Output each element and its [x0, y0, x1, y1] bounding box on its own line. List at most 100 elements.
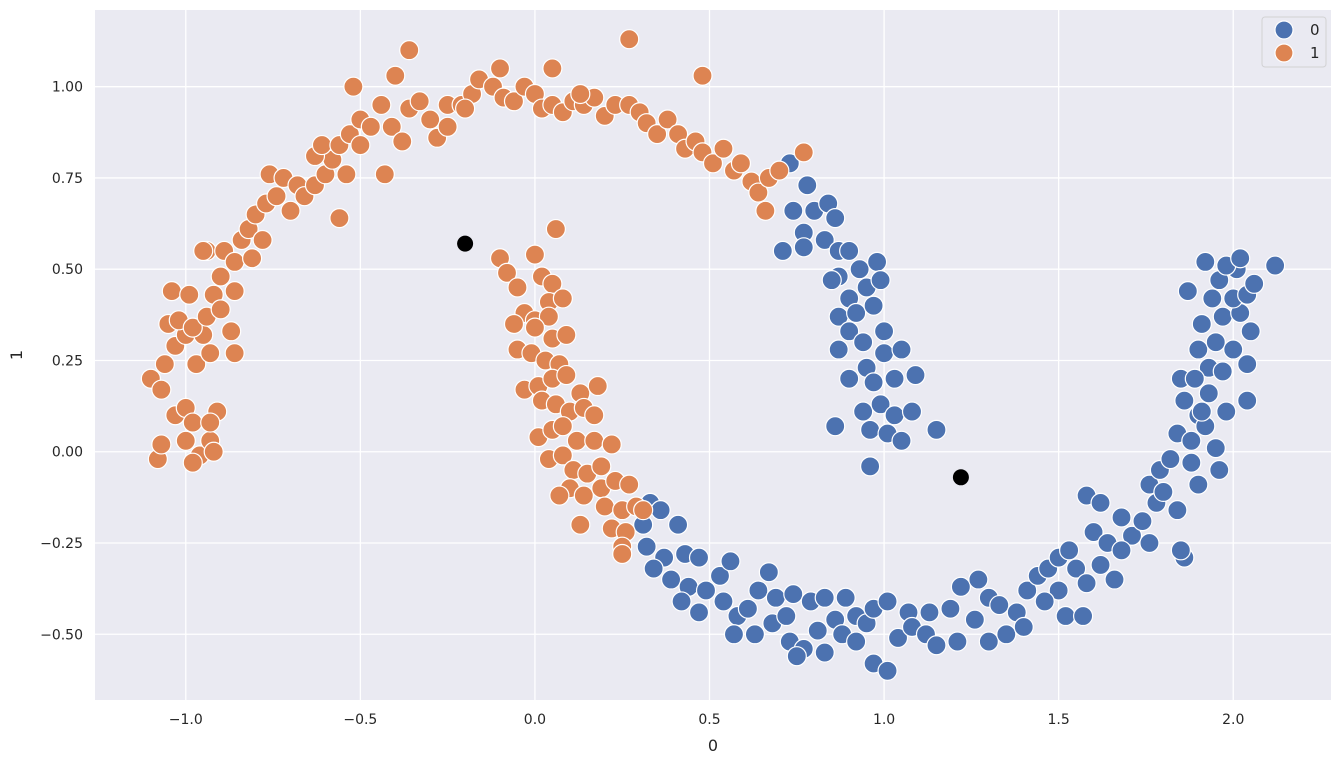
- data-point-class-0: [661, 569, 682, 590]
- data-point-class-0: [1188, 474, 1209, 495]
- data-point-class-1: [381, 116, 402, 137]
- y-axis-ticks: −0.50 −0.25 0.00 0.25 0.50 0.75 1.00: [40, 80, 83, 644]
- data-point-class-1: [549, 485, 570, 506]
- data-point-class-0: [891, 430, 912, 451]
- data-point-class-1: [713, 138, 734, 159]
- data-point-class-0: [765, 587, 786, 608]
- data-point-class-1: [280, 200, 301, 221]
- data-point-class-0: [1153, 481, 1174, 503]
- data-point-class-0: [667, 514, 689, 535]
- data-point-class-1: [503, 313, 525, 335]
- data-point-class-0: [867, 251, 888, 273]
- data-point-class-0: [877, 591, 898, 612]
- data-point-class-0: [1160, 448, 1181, 470]
- data-point-class-1: [182, 412, 203, 433]
- data-point-class-1: [252, 229, 273, 251]
- x-tick-label: 1.5: [1048, 712, 1070, 728]
- data-point-class-0: [650, 500, 671, 521]
- data-point-class-0: [891, 339, 912, 360]
- data-point-class-1: [601, 434, 622, 455]
- data-point-class-1: [266, 186, 287, 207]
- data-point-class-0: [860, 456, 881, 477]
- data-point-class-0: [1073, 605, 1094, 627]
- data-point-class-0: [835, 587, 856, 608]
- data-point-class-0: [1076, 573, 1097, 594]
- x-tick-label: 0.0: [524, 712, 546, 728]
- x-tick-label: 0.5: [698, 712, 720, 728]
- data-point-class-1: [179, 284, 200, 305]
- data-point-class-1: [360, 116, 381, 137]
- data-point-class-0: [695, 580, 717, 601]
- data-point-class-0: [671, 591, 692, 612]
- data-point-class-1: [524, 317, 546, 338]
- data-point-class-0: [688, 602, 710, 623]
- data-point-class-1: [151, 434, 172, 455]
- data-point-class-1: [503, 91, 525, 112]
- data-point-class-0: [744, 624, 765, 645]
- data-point-class-1: [210, 266, 231, 287]
- data-point-class-1: [566, 430, 587, 451]
- data-point-class-0: [1132, 511, 1153, 532]
- x-tick-label: 1.0: [873, 712, 895, 728]
- data-point-class-1: [489, 58, 511, 79]
- data-point-class-0: [1174, 390, 1195, 411]
- data-point-class-1: [647, 124, 668, 145]
- data-point-class-1: [221, 321, 242, 342]
- data-point-class-1: [455, 98, 476, 119]
- data-point-class-1: [385, 65, 406, 86]
- data-point-class-0: [1181, 430, 1202, 451]
- data-point-class-1: [224, 343, 245, 364]
- data-point-class-0: [919, 602, 940, 623]
- data-point-class-0: [814, 229, 835, 251]
- data-point-class-1: [409, 91, 430, 112]
- data-point-class-1: [392, 131, 413, 152]
- data-point-class-1: [570, 83, 591, 105]
- data-point-class-1: [538, 306, 559, 327]
- data-point-class-0: [1237, 390, 1258, 411]
- data-point-class-0: [839, 368, 860, 389]
- data-point-class-0: [758, 562, 779, 583]
- data-point-class-1: [545, 218, 566, 240]
- data-point-class-0: [1048, 580, 1069, 601]
- data-point-class-1: [556, 364, 577, 386]
- data-point-class-1: [584, 405, 605, 426]
- x-tick-label: −0.5: [343, 712, 377, 728]
- data-point-class-1: [619, 474, 640, 495]
- data-point-class-1: [186, 354, 207, 375]
- data-point-class-1: [151, 379, 172, 400]
- data-point-class-0: [996, 624, 1017, 645]
- data-point-class-1: [587, 375, 608, 397]
- data-point-class-1: [702, 153, 724, 174]
- data-point-class-0: [1191, 313, 1212, 335]
- data-point-class-0: [950, 576, 971, 597]
- data-point-class-0: [1188, 339, 1209, 360]
- x-tick-label: 2.0: [1222, 712, 1244, 728]
- data-point-class-0: [1181, 452, 1202, 473]
- data-point-class-0: [1167, 500, 1188, 521]
- data-point-class-0: [783, 200, 804, 221]
- data-point-class-1: [755, 200, 776, 221]
- data-point-class-0: [783, 584, 804, 605]
- data-point-class-1: [193, 240, 214, 262]
- data-point-class-0: [828, 339, 849, 360]
- data-point-class-1: [210, 299, 231, 320]
- data-point-class-0: [821, 270, 842, 291]
- data-point-class-1: [573, 485, 594, 506]
- data-point-class-1: [570, 514, 591, 535]
- data-point-class-0: [1265, 255, 1286, 276]
- data-point-class-0: [1223, 339, 1244, 360]
- data-point-class-1: [242, 248, 263, 269]
- data-point-class-1: [591, 456, 612, 477]
- data-point-class-0: [968, 569, 989, 590]
- data-point-class-0: [1212, 361, 1233, 382]
- data-point-class-0: [688, 547, 710, 568]
- data-point-class-1: [584, 430, 605, 451]
- data-point-class-1: [552, 416, 573, 437]
- data-point-class-0: [786, 646, 807, 667]
- data-point-class-1: [336, 164, 357, 185]
- data-point-class-0: [793, 237, 814, 258]
- data-point-class-0: [748, 580, 769, 601]
- data-point-class-0: [1177, 281, 1198, 302]
- data-point-class-1: [224, 281, 245, 302]
- data-point-class-1: [200, 343, 221, 364]
